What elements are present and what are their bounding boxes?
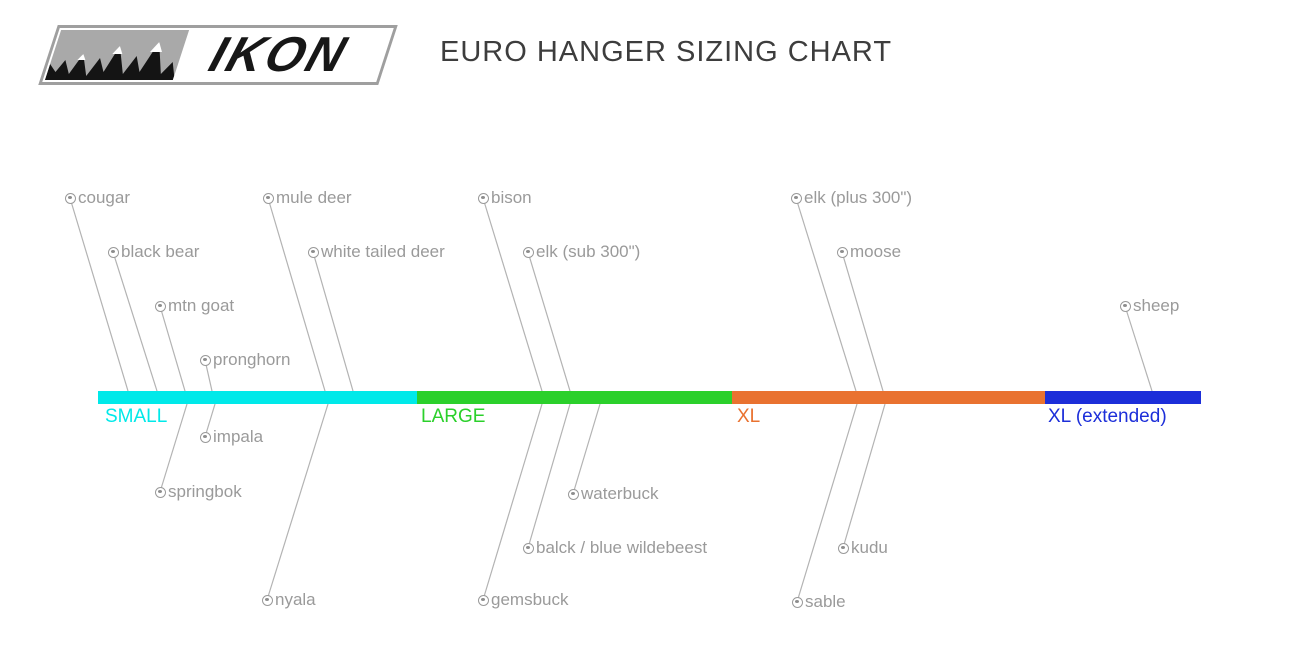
springbok-marker-icon [154,486,166,498]
leader-line-moose [841,251,884,392]
segment-label-small: SMALL [105,406,168,427]
label-black-bear: black bear [121,242,200,261]
leader-line-sable [796,403,858,603]
bison-marker-icon [477,192,489,204]
cougar-marker-icon [64,192,76,204]
label-waterbuck: waterbuck [581,484,659,503]
black-bear-marker-icon [107,246,119,258]
label-springbok: springbok [168,482,242,501]
sable-marker-icon [791,596,803,608]
label-sable: sable [805,592,846,611]
label-moose: moose [850,242,902,261]
label-mule-deer: mule deer [276,188,352,207]
ikon-logo: IKON [38,25,398,85]
segment-label-xl-extended: XL (extended) [1048,406,1167,427]
leader-line-springbok [159,403,188,493]
nyala-marker-icon [261,594,273,606]
bar-segment-small [98,391,417,404]
sheep-marker-icon [1119,300,1131,312]
leader-line-elk-sub-300 [527,251,571,392]
label-balck-blue-wildebeest: balck / blue wildebeest [536,538,708,557]
label-elk-sub-300: elk (sub 300") [536,242,641,261]
bar-segment-xl-extended [1045,391,1201,404]
impala-marker-icon [199,431,211,443]
leader-line-mtn-goat [159,305,186,392]
bar-segment-large [417,391,732,404]
elk-plus-300-marker-icon [790,192,802,204]
leader-line-elk-plus-300 [795,197,857,392]
leader-line-kudu [842,403,886,549]
label-mtn-goat: mtn goat [168,296,235,315]
label-nyala: nyala [275,590,316,609]
mountain-range-icon [44,30,190,80]
page-title: EURO HANGER SIZING CHART [440,36,893,68]
mule-deer-marker-icon [262,192,274,204]
segment-label-large: LARGE [421,406,486,427]
waterbuck-marker-icon [567,488,579,500]
leader-line-nyala [266,403,329,601]
leader-line-bison [482,197,543,392]
label-white-tailed-deer: white tailed deer [321,242,445,261]
label-pronghorn: pronghorn [213,350,291,369]
label-bison: bison [491,188,532,207]
leader-line-mule-deer [267,197,326,392]
label-impala: impala [213,427,264,446]
pronghorn-marker-icon [199,354,211,366]
leader-line-waterbuck [572,403,601,495]
leader-line-gemsbuck [482,403,543,601]
label-sheep: sheep [1133,296,1180,315]
balck-blue-wildebeest-marker-icon [522,542,534,554]
leader-line-cougar [69,197,129,392]
segment-label-xl: XL [737,406,761,427]
white-tailed-deer-marker-icon [307,246,319,258]
label-kudu: kudu [851,538,888,557]
bar-segment-xl [732,391,1045,404]
label-gemsbuck: gemsbuck [491,590,569,609]
label-elk-plus-300: elk (plus 300") [804,188,913,207]
kudu-marker-icon [837,542,849,554]
elk-sub-300-marker-icon [522,246,534,258]
gemsbuck-marker-icon [477,594,489,606]
leader-line-sheep [1124,305,1153,392]
leader-line-black-bear [112,251,158,392]
leader-line-white-tailed-deer [312,251,354,392]
label-cougar: cougar [78,188,130,207]
mtn-goat-marker-icon [154,300,166,312]
leader-line-balck-blue-wildebeest [527,403,571,549]
moose-marker-icon [836,246,848,258]
